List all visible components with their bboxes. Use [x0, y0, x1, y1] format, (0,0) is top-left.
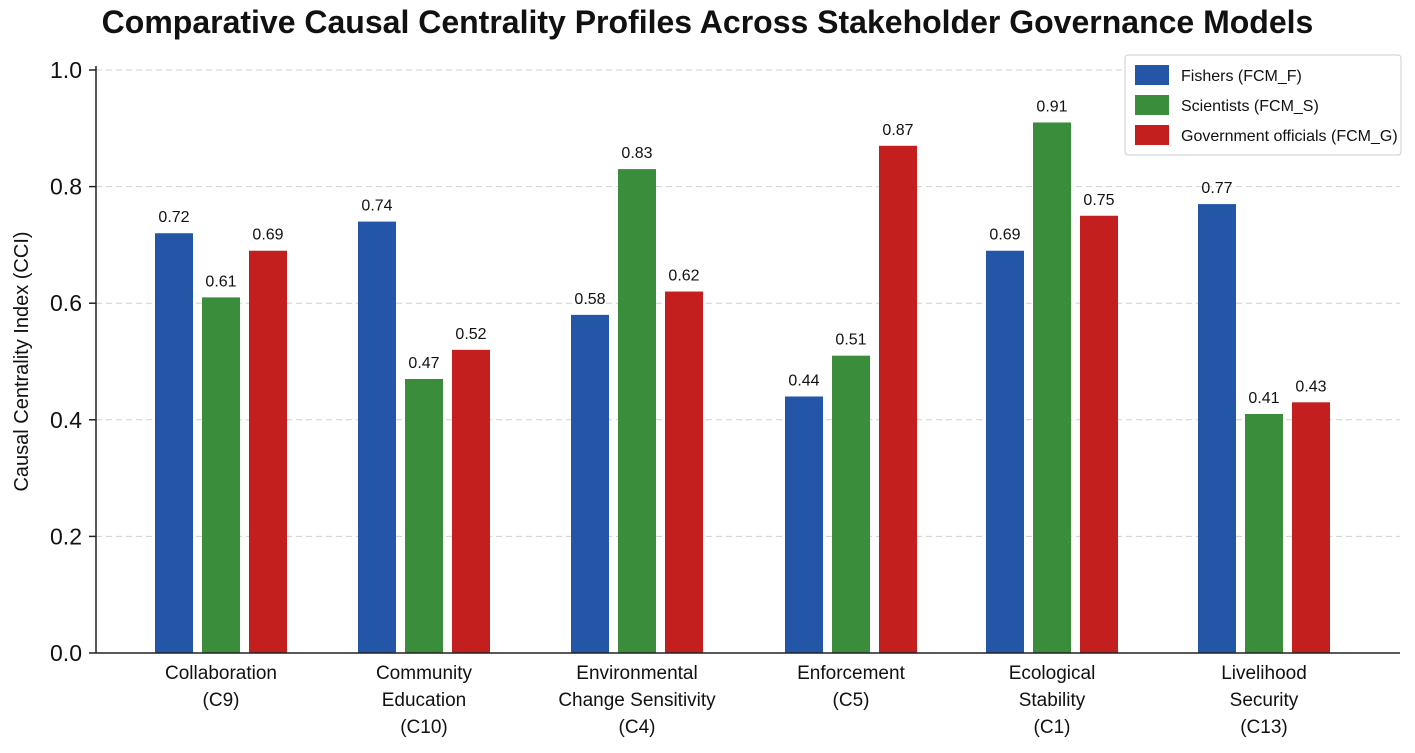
data-label: 0.44: [788, 372, 819, 389]
bar: [986, 250, 1024, 654]
data-label: 0.61: [205, 273, 236, 290]
bar: [1033, 122, 1071, 654]
x-tick-label: (C1): [1034, 717, 1071, 738]
bar: [202, 297, 240, 653]
x-tick-label: Collaboration: [165, 663, 277, 684]
bars: [155, 122, 1330, 654]
bar: [1198, 204, 1236, 653]
legend-swatch: [1135, 95, 1169, 115]
bar: [1080, 215, 1118, 653]
x-tick-label: (C4): [619, 717, 656, 738]
data-label: 0.62: [668, 268, 699, 285]
data-label: 0.69: [989, 227, 1020, 244]
gridlines: [96, 69, 1400, 537]
x-tick-label: Environmental: [576, 663, 697, 684]
legend-label: Government officials (FCM_G): [1181, 128, 1398, 145]
y-tick-label: 1.0: [50, 57, 82, 83]
x-tick-label: Change Sensitivity: [558, 690, 716, 711]
bar: [405, 378, 443, 653]
legend-label: Scientists (FCM_S): [1181, 98, 1319, 115]
legend-swatch: [1135, 65, 1169, 85]
data-label: 0.47: [408, 355, 439, 372]
data-label: 0.43: [1295, 378, 1326, 395]
legend-swatch: [1135, 125, 1169, 145]
y-tick-label: 0.8: [50, 174, 82, 200]
bar: [832, 355, 870, 653]
y-axis-label: Causal Centrality Index (CCI): [11, 231, 33, 491]
data-label: 0.75: [1083, 192, 1114, 209]
bar: [249, 250, 287, 654]
data-labels: 0.72 0.61 0.69 0.74 0.47 0.52 0.58 0.83 0.62 0.44…: [158, 98, 1326, 407]
bar: [1292, 402, 1330, 653]
legend-label: Fishers (FCM_F): [1181, 68, 1302, 85]
data-label: 0.51: [835, 332, 866, 349]
x-tick-label: (C13): [1240, 717, 1288, 738]
bar: [155, 233, 193, 654]
data-label: 0.91: [1036, 98, 1067, 115]
bar: [785, 396, 823, 653]
data-label: 0.58: [574, 291, 605, 308]
data-label: 0.83: [621, 145, 652, 162]
x-tick-label: Enforcement: [797, 663, 905, 684]
data-label: 0.41: [1248, 390, 1279, 407]
x-tick-label: (C9): [203, 690, 240, 711]
x-tick-label: (C5): [833, 690, 870, 711]
y-tick-label: 0.4: [50, 407, 82, 433]
data-label: 0.74: [361, 198, 392, 215]
x-tick-label: Community: [376, 663, 473, 684]
data-label: 0.87: [882, 122, 913, 139]
x-tick-label: Ecological: [1009, 663, 1096, 684]
bar: [665, 291, 703, 653]
bar: [571, 314, 609, 653]
bar: [1245, 413, 1283, 653]
bar: [452, 349, 490, 653]
data-label: 0.69: [252, 227, 283, 244]
data-label: 0.77: [1201, 180, 1232, 197]
x-tick-label: Security: [1230, 690, 1299, 711]
legend-box: [1124, 54, 1402, 156]
data-label: 0.72: [158, 209, 189, 226]
y-tick-label: 0.6: [50, 290, 82, 316]
x-tick-label: Education: [382, 690, 467, 711]
x-tick-label: (C10): [400, 717, 448, 738]
data-label: 0.52: [455, 326, 486, 343]
y-tick-label: 0.2: [50, 523, 82, 549]
legend: Fishers (FCM_F) Scientists (FCM_S) Governm…: [1124, 54, 1402, 156]
bar: [358, 221, 396, 653]
bar: [879, 145, 917, 654]
x-tick-label: Livelihood: [1221, 663, 1307, 684]
y-tick-label: 0.0: [50, 640, 82, 666]
bar: [618, 169, 656, 654]
axes: 0.0 0.2 0.4 0.6 0.8 1.0 Causal Centrality Inde…: [11, 57, 1400, 738]
x-tick-label: Stability: [1019, 690, 1086, 711]
chart-title: Comparative Causal Centrality Profiles A…: [101, 4, 1314, 40]
